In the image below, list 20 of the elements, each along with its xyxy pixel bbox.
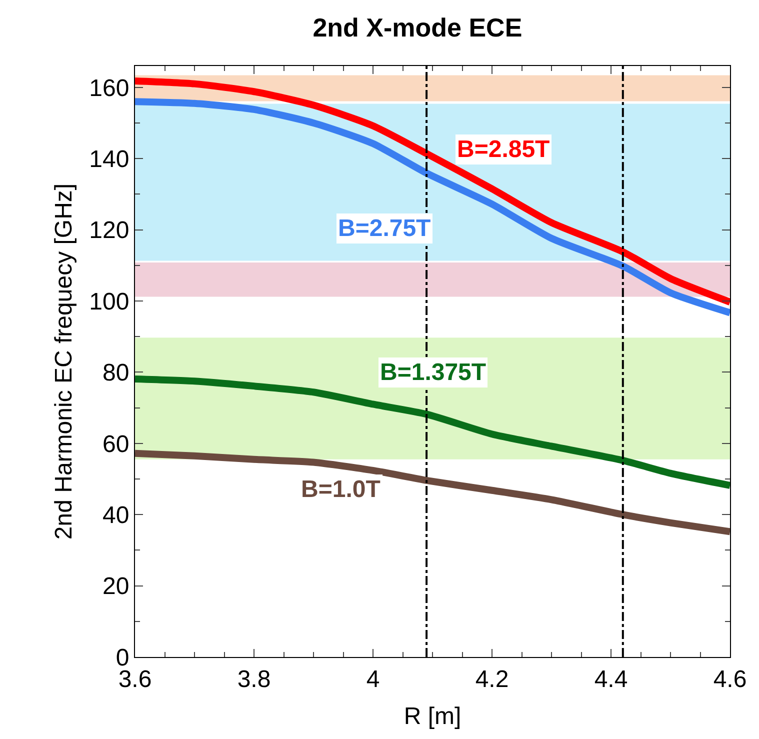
- y-tick-label: 20: [102, 573, 130, 600]
- x-tick-label: 3.8: [237, 666, 271, 693]
- y-tick-label: 40: [102, 502, 130, 529]
- y-tick-label: 120: [89, 217, 130, 244]
- series-label: B=2.85T: [457, 136, 550, 163]
- y-tick-label: 140: [89, 146, 130, 173]
- series-label: B=1.0T: [301, 476, 381, 503]
- y-tick-label: 60: [102, 430, 130, 458]
- y-tick-label: 80: [102, 360, 130, 387]
- x-tick-label: 4.4: [594, 666, 628, 693]
- y-axis-title: 2nd Harmonic EC frequecy [GHz]: [50, 183, 78, 540]
- y-tick-label: 100: [89, 288, 130, 316]
- y-tick-label: 160: [89, 74, 130, 102]
- chart-title: 2nd X-mode ECE: [312, 12, 522, 43]
- x-tick-label: 4.6: [713, 666, 747, 693]
- x-tick-label: 4.2: [475, 666, 509, 693]
- x-tick-label: 4: [366, 666, 380, 693]
- x-axis-title: R [m]: [404, 703, 462, 730]
- series-label: B=2.75T: [338, 215, 432, 242]
- series-label: B=1.375T: [380, 359, 486, 386]
